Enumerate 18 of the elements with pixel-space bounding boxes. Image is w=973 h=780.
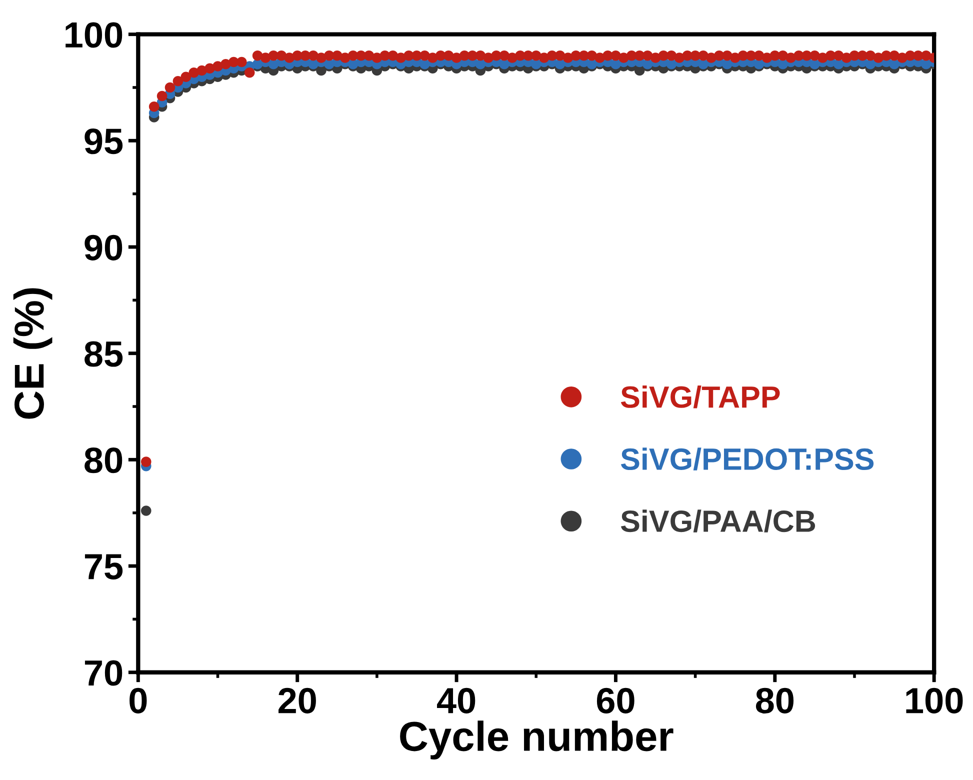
y-axis-title: CE (%) <box>13 288 52 419</box>
y-tick-label: 95 <box>84 128 123 154</box>
x-tick-label: 20 <box>278 688 316 714</box>
y-tick-label: 85 <box>84 341 123 367</box>
x-tick-label: 60 <box>596 688 634 714</box>
y-tick-label: 70 <box>84 660 122 686</box>
y-tick-label: 90 <box>84 234 122 260</box>
x-tick-label: 40 <box>437 688 476 714</box>
x-axis-title: Cycle number <box>400 720 674 760</box>
y-tick-label: 75 <box>84 554 123 580</box>
legend-label: SiVG/PAA/CB <box>620 510 816 532</box>
x-tick-label: 0 <box>130 688 147 714</box>
x-tick-label: 100 <box>906 688 963 714</box>
x-tick-label: 80 <box>756 688 794 714</box>
y-tick-label: 100 <box>66 22 122 48</box>
y-tick-label: 80 <box>84 448 122 474</box>
legend-label: SiVG/TAPP <box>620 385 780 408</box>
legend-label: SiVG/PEDOT:PSS <box>620 448 874 470</box>
